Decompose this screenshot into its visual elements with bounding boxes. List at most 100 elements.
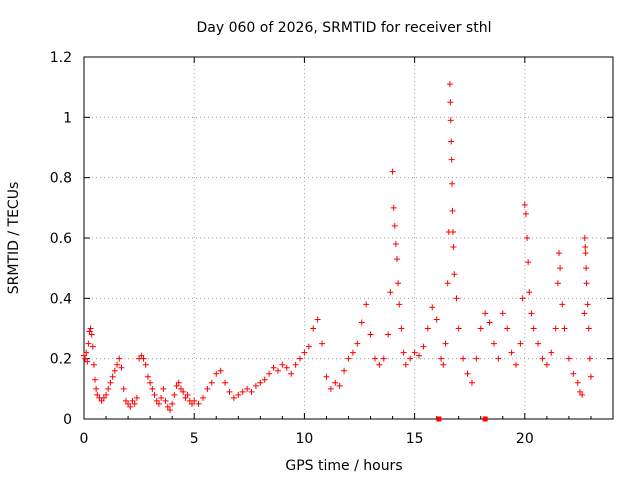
data-point — [391, 222, 398, 229]
data-point — [444, 280, 451, 287]
data-point — [554, 280, 561, 287]
data-point — [548, 349, 555, 356]
data-point — [336, 382, 343, 389]
data-point — [261, 376, 268, 383]
data-point — [517, 340, 524, 347]
data-point — [93, 385, 100, 392]
data-point — [411, 349, 418, 356]
data-point — [116, 355, 123, 362]
y-tick-label: 1 — [63, 110, 72, 126]
data-point — [162, 397, 169, 404]
data-point — [83, 349, 90, 356]
data-point — [448, 138, 455, 145]
data-point — [557, 265, 564, 272]
data-point — [477, 325, 484, 332]
data-point — [449, 180, 456, 187]
data-point — [100, 394, 107, 401]
data-point — [164, 403, 171, 410]
data-point — [354, 340, 361, 347]
y-tick-label: 0.2 — [50, 352, 72, 368]
data-point — [526, 289, 533, 296]
data-point — [585, 325, 592, 332]
data-point — [173, 382, 180, 389]
axis-ticks — [83, 56, 614, 420]
x-tick-label: 15 — [406, 431, 424, 447]
data-point — [111, 367, 118, 374]
data-point — [301, 349, 308, 356]
data-point — [158, 394, 165, 401]
data-point — [279, 361, 286, 368]
x-tick-label: 5 — [190, 431, 199, 447]
data-point — [504, 325, 511, 332]
data-point — [395, 280, 402, 287]
data-point — [535, 340, 542, 347]
data-point — [226, 388, 233, 395]
data-point — [319, 340, 326, 347]
data-point — [424, 325, 431, 332]
data-point — [447, 117, 454, 124]
data-point — [160, 385, 167, 392]
data-point — [583, 280, 590, 287]
x-axis-label: GPS time / hours — [285, 458, 402, 474]
data-point — [519, 295, 526, 302]
data-point — [85, 340, 92, 347]
data-point — [131, 400, 138, 407]
data-point — [358, 319, 365, 326]
data-point — [453, 295, 460, 302]
data-point — [200, 394, 207, 401]
data-point — [133, 394, 140, 401]
data-point — [570, 370, 577, 377]
data-point — [149, 385, 156, 392]
data-point — [438, 355, 445, 362]
data-point — [449, 207, 456, 214]
data-point — [288, 370, 295, 377]
data-point — [371, 355, 378, 362]
data-point — [387, 289, 394, 296]
x-tick-label: 20 — [516, 431, 534, 447]
data-points — [81, 81, 594, 422]
data-point — [177, 385, 184, 392]
data-point — [574, 379, 581, 386]
data-point — [442, 340, 449, 347]
data-point — [127, 403, 134, 410]
data-point — [195, 400, 202, 407]
data-point — [213, 370, 220, 377]
data-point — [363, 301, 370, 308]
data-point — [447, 99, 454, 106]
data-point — [292, 361, 299, 368]
data-point — [103, 391, 110, 398]
data-point — [555, 250, 562, 257]
data-point — [429, 304, 436, 311]
data-point — [490, 340, 497, 347]
data-point — [508, 349, 515, 356]
data-point — [155, 400, 162, 407]
data-point — [499, 310, 506, 317]
data-point — [81, 352, 87, 359]
data-point — [380, 355, 387, 362]
data-point — [109, 373, 116, 380]
data-point — [169, 400, 176, 407]
data-point — [142, 361, 149, 368]
data-point-square — [482, 416, 488, 422]
data-point — [235, 391, 242, 398]
data-point — [513, 361, 520, 368]
data-point — [244, 385, 251, 392]
data-point — [367, 331, 374, 338]
data-point — [584, 301, 591, 308]
data-point — [524, 235, 531, 241]
data-point — [230, 394, 237, 401]
y-tick-label: 0.6 — [50, 231, 72, 247]
data-point — [94, 391, 101, 398]
axis-tick-labels: 0 5 10 15 20 0 0.2 0.4 0.6 0.8 1 1.2 — [50, 50, 534, 447]
data-point — [248, 388, 255, 395]
data-point — [184, 391, 191, 398]
data-point — [451, 271, 458, 278]
data-point — [114, 361, 121, 368]
y-axis-label: SRMTID / TECUs — [6, 182, 22, 295]
data-point — [455, 325, 462, 332]
data-point — [86, 328, 93, 335]
data-point — [327, 385, 334, 392]
x-tick-label: 10 — [296, 431, 314, 447]
y-tick-label: 0 — [63, 412, 72, 428]
data-point — [297, 355, 304, 362]
